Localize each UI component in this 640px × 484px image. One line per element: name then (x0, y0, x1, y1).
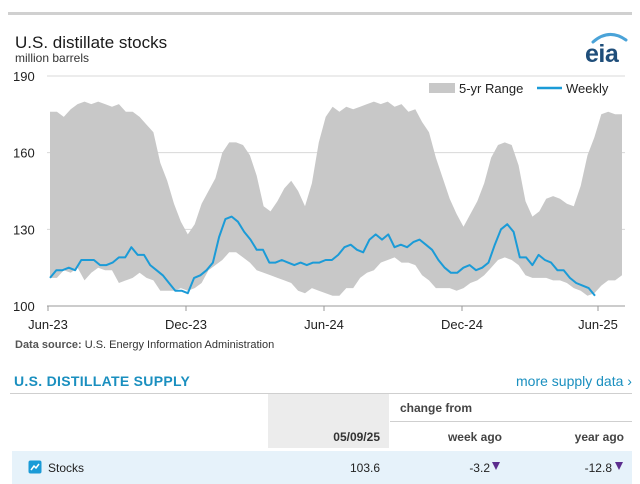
down-arrow-icon (492, 462, 500, 470)
down-arrow-icon (615, 462, 623, 470)
year-ago-header: year ago (574, 430, 624, 444)
change-from-divider (390, 421, 632, 422)
eia-logo-icon[interactable] (583, 30, 629, 70)
legend-weekly-label: Weekly (566, 81, 609, 96)
date-header: 05/09/25 (333, 430, 380, 444)
y-tick-label: 130 (13, 222, 35, 237)
chart-title: U.S. distillate stocks (15, 33, 168, 52)
date-header-cell (268, 394, 389, 448)
y-tick-label: 100 (13, 299, 35, 314)
x-tick-label: Dec-23 (165, 317, 207, 332)
change-from-header: change from (400, 401, 473, 415)
stocks-year-change: -12.8 (584, 461, 612, 475)
more-supply-data-link[interactable]: more supply data › (516, 373, 632, 389)
legend-range-label: 5-yr Range (459, 81, 523, 96)
x-tick-label: Jun-25 (578, 317, 618, 332)
stocks-week-change: -3.2 (469, 461, 490, 475)
data-source: Data source: U.S. Energy Information Adm… (15, 339, 274, 351)
legend-range-swatch (429, 83, 455, 93)
data-source-text: U.S. Energy Information Administration (84, 339, 275, 351)
x-tick-label: Dec-24 (441, 317, 483, 332)
chart-subtitle: million barrels (15, 51, 90, 65)
line-chart-icon[interactable] (28, 460, 42, 474)
stocks-label: Stocks (48, 461, 85, 475)
top-divider (8, 12, 632, 15)
supply-divider (10, 393, 632, 394)
y-tick-label: 160 (13, 146, 35, 161)
x-tick-label: Jun-23 (28, 317, 68, 332)
week-ago-header: week ago (447, 430, 502, 444)
y-tick-label: 190 (13, 69, 35, 84)
distillate-stocks-chart: 100 130 160 190 Jun-23 Dec-23 Jun-24 Dec-24 Jun-… (13, 69, 625, 332)
stocks-row[interactable]: Stocks 103.6 -3.2 -12.8 (12, 451, 632, 484)
five-year-range-band (50, 101, 622, 296)
stocks-value: 103.6 (349, 461, 380, 475)
x-tick-label: Jun-24 (304, 317, 344, 332)
data-source-label: Data source: (15, 339, 82, 351)
eia-logo-text: eia (585, 40, 619, 68)
supply-section-title: U.S. DISTILLATE SUPPLY (14, 373, 191, 389)
weekly-line (49, 215, 596, 297)
